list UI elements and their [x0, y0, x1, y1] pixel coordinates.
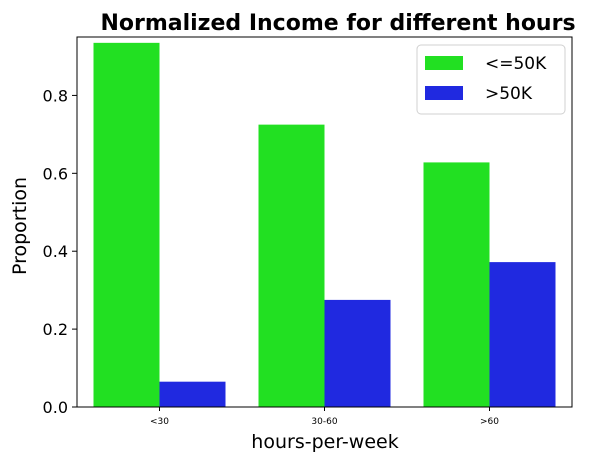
y-axis-label: Proportion: [9, 177, 31, 275]
x-tick-label: <30: [150, 417, 169, 427]
y-axis: 0.0 0.2 0.4 0.6 0.8: [43, 86, 77, 417]
bar-gt50k-2: [489, 262, 556, 407]
bar-le50k-2: [423, 162, 490, 407]
legend-label: <=50K: [485, 54, 547, 74]
y-tick-label: 0.0: [43, 398, 68, 417]
bar-le50k-0: [93, 42, 160, 408]
plot-frame: [76, 36, 573, 408]
x-axis-label: hours-per-week: [251, 431, 398, 453]
chart-title: Normalized Income for different hours: [100, 11, 575, 36]
y-tick-label: 0.8: [43, 86, 68, 105]
bar-gt50k-1: [324, 299, 391, 407]
legend: <=50K >50K: [416, 44, 566, 115]
legend-swatch: [425, 56, 463, 70]
y-tick-label: 0.2: [43, 320, 68, 339]
x-tick-label: >60: [480, 417, 499, 427]
legend-swatch: [425, 86, 463, 100]
bar-gt50k-0: [159, 381, 226, 407]
legend-label: >50K: [485, 84, 533, 104]
bars-group: [93, 42, 556, 408]
bar-le50k-1: [258, 124, 325, 407]
x-axis: <30 30-60 >60: [150, 407, 499, 427]
y-tick-label: 0.6: [43, 164, 68, 183]
y-tick-label: 0.4: [43, 242, 68, 261]
x-tick-label: 30-60: [311, 417, 337, 427]
